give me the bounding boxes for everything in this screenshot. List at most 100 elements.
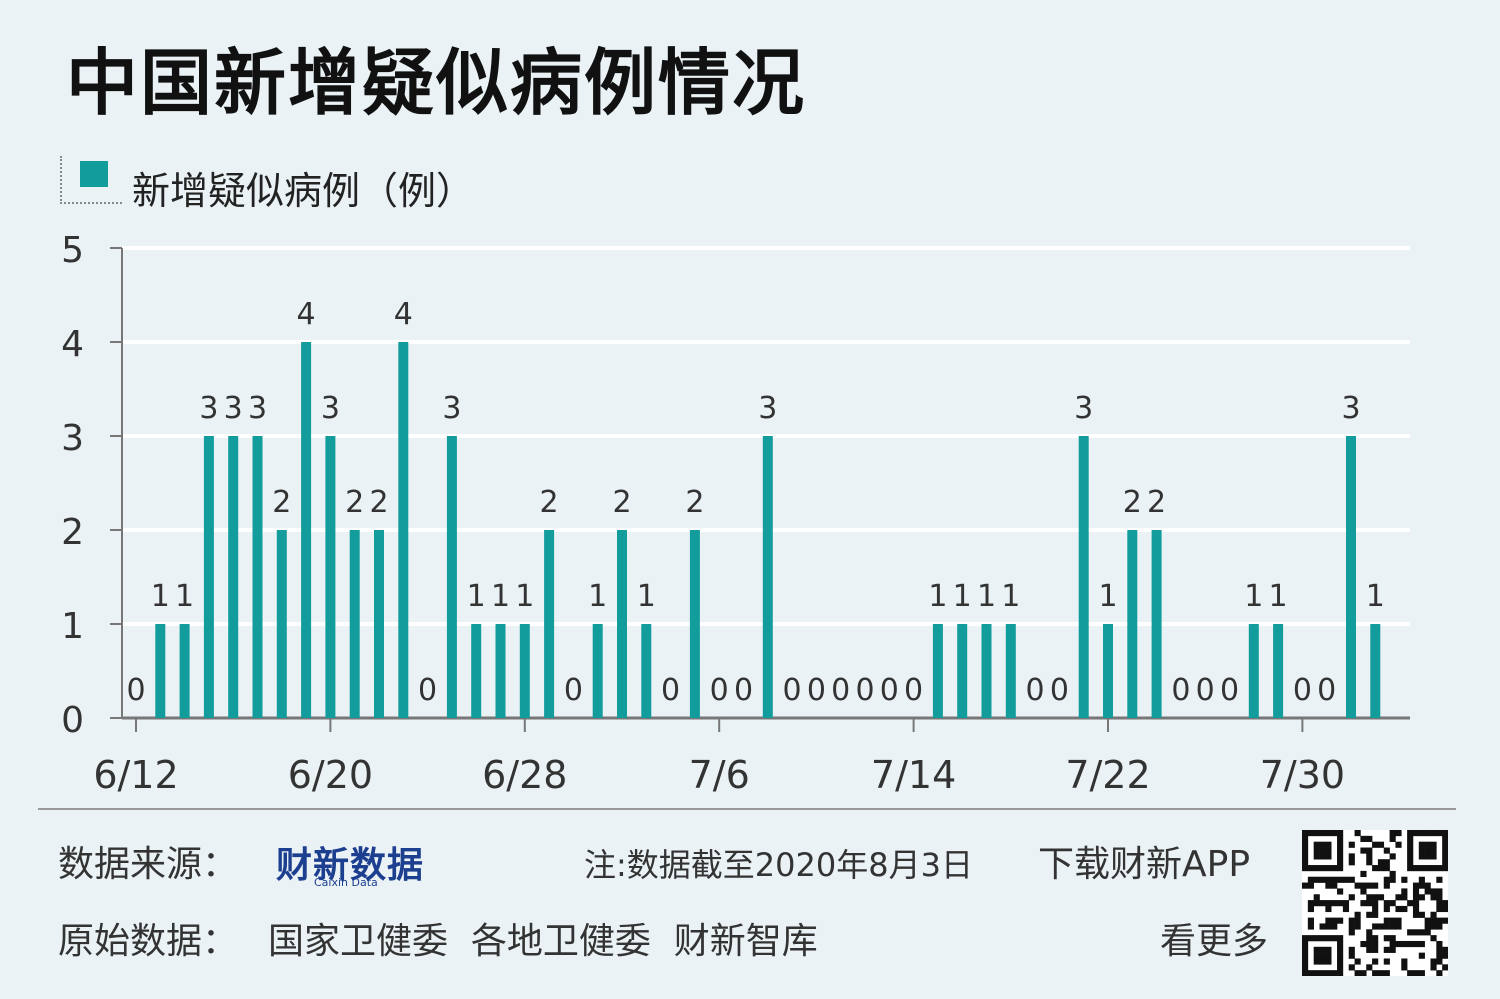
x-tick-label: 7/22	[1065, 753, 1150, 797]
bar	[301, 342, 312, 718]
bar	[1005, 624, 1016, 718]
download-app-text: 下载财新APP	[1038, 844, 1251, 885]
bar-value-label: 3	[1074, 391, 1093, 426]
bar	[203, 436, 214, 718]
bar-value-label: 0	[831, 673, 850, 708]
bar-value-label: 0	[1196, 673, 1215, 708]
bar-value-label: 3	[199, 391, 218, 426]
bar-value-label: 1	[467, 579, 486, 614]
logo-text-en: Caixin Data	[314, 876, 378, 889]
bar-value-label: 4	[297, 297, 316, 332]
bar-value-label: 1	[151, 579, 170, 614]
x-tick-label: 6/28	[482, 753, 567, 797]
bar	[981, 624, 992, 718]
bar	[446, 436, 457, 718]
qr-code[interactable]	[1302, 830, 1449, 977]
bar-value-label: 1	[1269, 579, 1288, 614]
bar-value-label: 0	[904, 673, 923, 708]
y-tick-label: 0	[61, 700, 84, 741]
bar	[1370, 624, 1381, 718]
x-tick-label: 7/30	[1260, 753, 1345, 797]
bar-value-label: 1	[491, 579, 510, 614]
bar-value-label: 2	[685, 485, 704, 520]
bar-value-label: 1	[1098, 579, 1117, 614]
bar-value-label: 0	[710, 673, 729, 708]
x-tick-label: 7/14	[871, 753, 956, 797]
bar-value-label: 3	[224, 391, 243, 426]
bar	[252, 436, 263, 718]
legend-swatch	[80, 161, 108, 187]
bar	[471, 624, 482, 718]
bar	[641, 624, 652, 718]
caixin-data-logo: 财新数据 Caixin Data	[276, 836, 426, 890]
bar-value-label: 0	[1293, 673, 1312, 708]
raw-data-label: 原始数据：	[58, 921, 239, 962]
bar-value-label: 3	[758, 391, 777, 426]
bar-value-label: 2	[345, 485, 364, 520]
bar	[689, 530, 700, 718]
bar-value-label: 1	[1244, 579, 1263, 614]
x-tick-label: 6/12	[93, 753, 178, 797]
y-tick-label: 4	[61, 324, 84, 365]
data-note: 注:数据截至2020年8月3日	[584, 846, 973, 884]
legend-box	[60, 156, 122, 204]
bar-value-label: 0	[1171, 673, 1190, 708]
logo-text: 财新数据	[276, 845, 425, 886]
bar-value-label: 0	[880, 673, 899, 708]
bar	[1248, 624, 1259, 718]
bar	[495, 624, 506, 718]
bar-value-label: 0	[661, 673, 680, 708]
bar	[276, 530, 287, 718]
bar	[1078, 436, 1089, 718]
bar	[179, 624, 190, 718]
bar-value-label: 0	[1317, 673, 1336, 708]
bar	[544, 530, 555, 718]
bar-value-label: 0	[807, 673, 826, 708]
bar-value-label: 2	[369, 485, 388, 520]
bar	[398, 342, 409, 718]
y-tick-label: 3	[61, 418, 84, 459]
bar	[155, 624, 166, 718]
bar-value-label: 3	[442, 391, 461, 426]
y-tick-label: 2	[61, 512, 84, 553]
x-tick-label: 7/6	[689, 753, 750, 797]
bar-value-label: 1	[928, 579, 947, 614]
bar	[349, 530, 360, 718]
bar-value-label: 2	[1147, 485, 1166, 520]
source-label: 数据来源：	[58, 844, 239, 885]
qr-code-icon	[1302, 830, 1449, 977]
bar-value-label: 1	[175, 579, 194, 614]
bar	[1346, 436, 1356, 718]
bar-value-label: 1	[588, 579, 607, 614]
bar	[1127, 530, 1138, 718]
bar-value-label: 3	[321, 391, 340, 426]
bar-value-label: 1	[637, 579, 656, 614]
footer-divider	[38, 808, 1456, 810]
bar-value-label: 3	[248, 391, 267, 426]
bar	[228, 436, 239, 718]
bar-value-label: 1	[1001, 579, 1020, 614]
bar-value-label: 0	[418, 673, 437, 708]
raw-data-sources: 国家卫健委 各地卫健委 财新智库	[268, 921, 818, 962]
x-tick-label: 6/20	[288, 753, 373, 797]
bar-value-label: 2	[272, 485, 291, 520]
bar-value-label: 3	[1341, 391, 1360, 426]
bar-value-label: 2	[612, 485, 631, 520]
bar-value-label: 0	[1026, 673, 1045, 708]
bar	[1151, 530, 1162, 718]
legend-label: 新增疑似病例（例）	[132, 169, 475, 213]
bar-value-label: 0	[783, 673, 802, 708]
bar-value-label: 0	[734, 673, 753, 708]
bar	[1273, 624, 1284, 718]
bar-value-label: 1	[977, 579, 996, 614]
bar-value-label: 2	[1123, 485, 1142, 520]
bar	[325, 436, 336, 718]
bar-value-label: 0	[1220, 673, 1239, 708]
bar-value-label: 0	[1050, 673, 1069, 708]
bar	[932, 624, 943, 718]
y-tick-label: 1	[61, 606, 84, 647]
bar	[374, 530, 384, 718]
bar	[762, 436, 773, 718]
bar-value-label: 1	[515, 579, 534, 614]
